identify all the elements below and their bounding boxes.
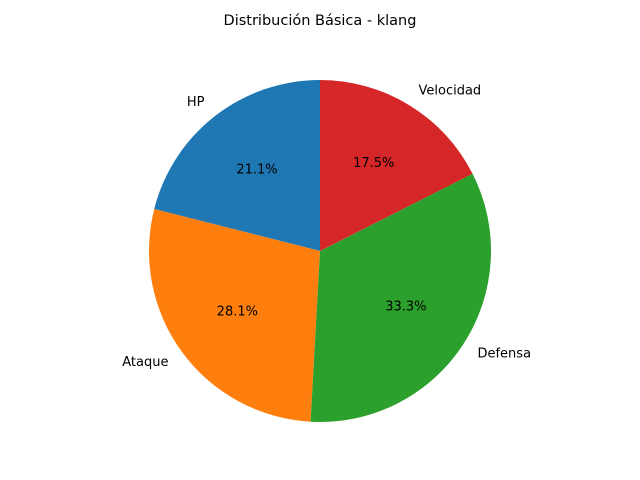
pie-category-label-ataque: Ataque [122,355,168,370]
pie-percent-label-defensa: 33.3% [385,300,426,315]
pie-slice-velocidad [320,80,473,251]
pie-category-label-defensa: Defensa [477,346,531,361]
pie-slice-ataque [148,209,320,422]
pie-percent-label-hp: 21.1% [236,163,277,178]
pie-slice-hp [154,80,320,251]
pie-category-label-velocidad: Velocidad [419,83,482,98]
pie-category-label-hp: HP [187,95,205,110]
pie-percent-label-velocidad: 17.5% [353,156,394,171]
chart-title: Distribución Básica - klang [223,13,417,29]
pie-slice-defensa [310,173,492,422]
pie-percent-label-ataque: 28.1% [217,304,258,319]
